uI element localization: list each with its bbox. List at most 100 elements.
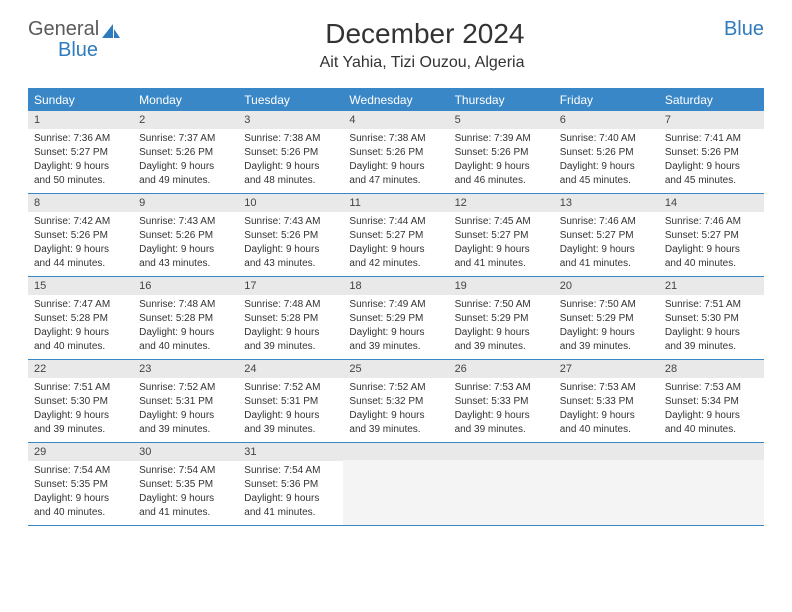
day-cell: 14Sunrise: 7:46 AMSunset: 5:27 PMDayligh… <box>659 194 764 276</box>
daylight-line1: Daylight: 9 hours <box>665 243 758 256</box>
day-number: 1 <box>28 111 133 129</box>
day-number: 19 <box>449 277 554 295</box>
day-body: Sunrise: 7:40 AMSunset: 5:26 PMDaylight:… <box>554 129 659 192</box>
day-body: Sunrise: 7:42 AMSunset: 5:26 PMDaylight:… <box>28 212 133 275</box>
day-body: Sunrise: 7:46 AMSunset: 5:27 PMDaylight:… <box>659 212 764 275</box>
daylight-line2: and 40 minutes. <box>139 340 232 353</box>
day-body: Sunrise: 7:38 AMSunset: 5:26 PMDaylight:… <box>343 129 448 192</box>
daylight-line1: Daylight: 9 hours <box>560 326 653 339</box>
daylight-line1: Daylight: 9 hours <box>349 160 442 173</box>
sunrise-text: Sunrise: 7:38 AM <box>244 132 337 145</box>
sunset-text: Sunset: 5:26 PM <box>349 146 442 159</box>
sunrise-text: Sunrise: 7:42 AM <box>34 215 127 228</box>
day-number: 3 <box>238 111 343 129</box>
day-header: Saturday <box>659 89 764 111</box>
week-row: 15Sunrise: 7:47 AMSunset: 5:28 PMDayligh… <box>28 277 764 360</box>
sunrise-text: Sunrise: 7:36 AM <box>34 132 127 145</box>
day-body: Sunrise: 7:52 AMSunset: 5:32 PMDaylight:… <box>343 378 448 441</box>
day-num-bar <box>659 443 764 460</box>
day-cell: 23Sunrise: 7:52 AMSunset: 5:31 PMDayligh… <box>133 360 238 442</box>
sunrise-text: Sunrise: 7:51 AM <box>665 298 758 311</box>
sunset-text: Sunset: 5:27 PM <box>665 229 758 242</box>
day-cell: 6Sunrise: 7:40 AMSunset: 5:26 PMDaylight… <box>554 111 659 193</box>
daylight-line2: and 41 minutes. <box>244 506 337 519</box>
day-body: Sunrise: 7:51 AMSunset: 5:30 PMDaylight:… <box>28 378 133 441</box>
daylight-line2: and 41 minutes. <box>560 257 653 270</box>
day-cell: 13Sunrise: 7:46 AMSunset: 5:27 PMDayligh… <box>554 194 659 276</box>
sunrise-text: Sunrise: 7:52 AM <box>349 381 442 394</box>
day-number: 27 <box>554 360 659 378</box>
day-number: 7 <box>659 111 764 129</box>
day-number: 11 <box>343 194 448 212</box>
day-body: Sunrise: 7:43 AMSunset: 5:26 PMDaylight:… <box>238 212 343 275</box>
day-body: Sunrise: 7:48 AMSunset: 5:28 PMDaylight:… <box>133 295 238 358</box>
logo-text-blue: Blue <box>58 39 98 62</box>
month-title: December 2024 <box>320 18 525 50</box>
empty-day-cell <box>659 443 764 525</box>
sunrise-text: Sunrise: 7:54 AM <box>139 464 232 477</box>
day-number: 20 <box>554 277 659 295</box>
day-body: Sunrise: 7:53 AMSunset: 5:34 PMDaylight:… <box>659 378 764 441</box>
day-cell: 16Sunrise: 7:48 AMSunset: 5:28 PMDayligh… <box>133 277 238 359</box>
sunrise-text: Sunrise: 7:45 AM <box>455 215 548 228</box>
daylight-line2: and 39 minutes. <box>455 423 548 436</box>
daylight-line1: Daylight: 9 hours <box>560 243 653 256</box>
daylight-line1: Daylight: 9 hours <box>139 409 232 422</box>
sunset-text: Sunset: 5:28 PM <box>34 312 127 325</box>
day-cell: 10Sunrise: 7:43 AMSunset: 5:26 PMDayligh… <box>238 194 343 276</box>
day-cell: 25Sunrise: 7:52 AMSunset: 5:32 PMDayligh… <box>343 360 448 442</box>
sunset-text: Sunset: 5:29 PM <box>455 312 548 325</box>
sunrise-text: Sunrise: 7:51 AM <box>34 381 127 394</box>
sunrise-text: Sunrise: 7:37 AM <box>139 132 232 145</box>
day-number: 10 <box>238 194 343 212</box>
empty-day-cell <box>343 443 448 525</box>
sunrise-text: Sunrise: 7:46 AM <box>560 215 653 228</box>
day-number: 15 <box>28 277 133 295</box>
day-body: Sunrise: 7:53 AMSunset: 5:33 PMDaylight:… <box>449 378 554 441</box>
daylight-line1: Daylight: 9 hours <box>560 409 653 422</box>
daylight-line2: and 39 minutes. <box>139 423 232 436</box>
daylight-line2: and 40 minutes. <box>34 340 127 353</box>
day-body: Sunrise: 7:41 AMSunset: 5:26 PMDaylight:… <box>659 129 764 192</box>
day-body: Sunrise: 7:46 AMSunset: 5:27 PMDaylight:… <box>554 212 659 275</box>
day-body: Sunrise: 7:54 AMSunset: 5:35 PMDaylight:… <box>133 461 238 524</box>
day-body: Sunrise: 7:50 AMSunset: 5:29 PMDaylight:… <box>449 295 554 358</box>
sunset-text: Sunset: 5:26 PM <box>455 146 548 159</box>
sunrise-text: Sunrise: 7:43 AM <box>244 215 337 228</box>
daylight-line2: and 39 minutes. <box>244 340 337 353</box>
daylight-line2: and 50 minutes. <box>34 174 127 187</box>
empty-day-cell <box>449 443 554 525</box>
daylight-line2: and 40 minutes. <box>665 257 758 270</box>
daylight-line1: Daylight: 9 hours <box>244 243 337 256</box>
day-cell: 21Sunrise: 7:51 AMSunset: 5:30 PMDayligh… <box>659 277 764 359</box>
daylight-line1: Daylight: 9 hours <box>349 409 442 422</box>
day-header: Monday <box>133 89 238 111</box>
day-body: Sunrise: 7:45 AMSunset: 5:27 PMDaylight:… <box>449 212 554 275</box>
sunrise-text: Sunrise: 7:49 AM <box>349 298 442 311</box>
day-cell: 22Sunrise: 7:51 AMSunset: 5:30 PMDayligh… <box>28 360 133 442</box>
daylight-line1: Daylight: 9 hours <box>139 492 232 505</box>
sunset-text: Sunset: 5:33 PM <box>560 395 653 408</box>
daylight-line1: Daylight: 9 hours <box>244 160 337 173</box>
day-number: 12 <box>449 194 554 212</box>
daylight-line2: and 41 minutes. <box>139 506 232 519</box>
day-num-bar <box>554 443 659 460</box>
daylight-line2: and 39 minutes. <box>349 340 442 353</box>
sunset-text: Sunset: 5:27 PM <box>455 229 548 242</box>
sunset-text: Sunset: 5:33 PM <box>455 395 548 408</box>
daylight-line2: and 39 minutes. <box>455 340 548 353</box>
day-header: Sunday <box>28 89 133 111</box>
day-body: Sunrise: 7:50 AMSunset: 5:29 PMDaylight:… <box>554 295 659 358</box>
daylight-line1: Daylight: 9 hours <box>455 160 548 173</box>
sunrise-text: Sunrise: 7:50 AM <box>560 298 653 311</box>
sunrise-text: Sunrise: 7:39 AM <box>455 132 548 145</box>
day-cell: 12Sunrise: 7:45 AMSunset: 5:27 PMDayligh… <box>449 194 554 276</box>
daylight-line1: Daylight: 9 hours <box>560 160 653 173</box>
daylight-line1: Daylight: 9 hours <box>349 243 442 256</box>
daylight-line1: Daylight: 9 hours <box>665 160 758 173</box>
empty-day-cell <box>554 443 659 525</box>
day-cell: 18Sunrise: 7:49 AMSunset: 5:29 PMDayligh… <box>343 277 448 359</box>
day-header-row: SundayMondayTuesdayWednesdayThursdayFrid… <box>28 89 764 111</box>
day-cell: 9Sunrise: 7:43 AMSunset: 5:26 PMDaylight… <box>133 194 238 276</box>
daylight-line1: Daylight: 9 hours <box>244 492 337 505</box>
